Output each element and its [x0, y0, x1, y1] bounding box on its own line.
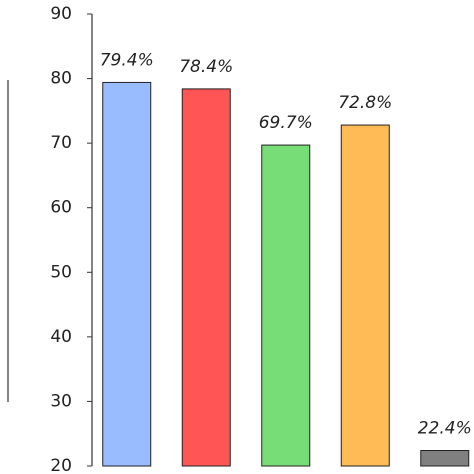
y-tick-label: 80	[50, 69, 72, 89]
bar	[261, 144, 311, 467]
bar	[102, 81, 152, 467]
value-label: 72.8%	[338, 93, 392, 113]
y-tick-label: 30	[50, 391, 72, 411]
bar	[340, 124, 390, 467]
bar	[181, 88, 231, 467]
value-label: 22.4%	[418, 419, 472, 439]
y-tick-label: 40	[50, 327, 72, 347]
y-tick-label: 60	[50, 198, 72, 218]
value-label: 69.7%	[259, 113, 313, 133]
value-label: 78.4%	[179, 57, 233, 77]
value-label: 79.4%	[100, 50, 154, 70]
y-tick-label: 70	[50, 133, 72, 153]
y-tick-label: 20	[50, 456, 72, 474]
y-tick-label: 90	[50, 4, 72, 24]
bar	[420, 450, 470, 467]
y-tick-label: 50	[50, 262, 72, 282]
